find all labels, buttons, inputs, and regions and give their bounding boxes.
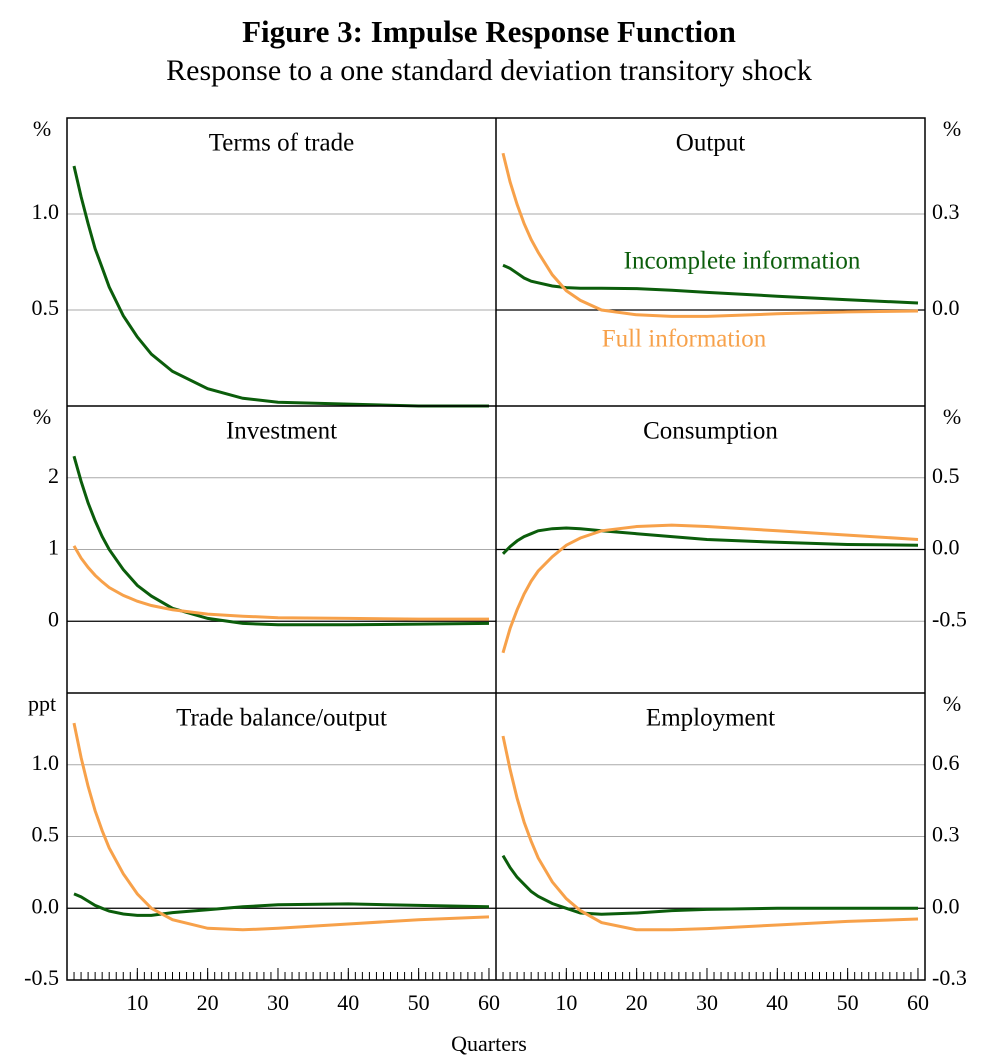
series-line [501, 854, 918, 916]
y-tick-label: 1.0 [32, 750, 60, 775]
unit-label: % [943, 116, 961, 141]
y-tick-label: 0.5 [32, 295, 60, 320]
series-line [72, 722, 490, 932]
x-axis-label: Quarters [451, 1031, 527, 1056]
y-tick-label: 0.0 [932, 535, 960, 560]
y-tick-label: 0.6 [932, 750, 960, 775]
unit-label: % [33, 404, 51, 429]
series-line [501, 735, 919, 932]
y-tick-label: 0.3 [932, 822, 960, 847]
x-tick-label: 20 [626, 990, 648, 1015]
panel-title: Employment [646, 705, 775, 732]
y-tick-label: 0.5 [932, 463, 960, 488]
unit-label: % [33, 116, 51, 141]
x-tick-label: 50 [837, 990, 859, 1015]
series-line [72, 545, 489, 621]
panel-title: Investment [226, 418, 337, 445]
x-tick-label: 40 [766, 990, 788, 1015]
series-label: Incomplete information [624, 248, 861, 275]
y-tick-label: -0.5 [932, 606, 967, 631]
series-line [73, 892, 490, 917]
x-tick-label: 10 [555, 990, 577, 1015]
x-tick-label: 30 [267, 990, 289, 1015]
panel-title: Trade balance/output [176, 705, 387, 732]
series-line [501, 152, 919, 318]
y-tick-label: 0 [48, 606, 59, 631]
panel-title: Output [676, 130, 746, 157]
x-tick-label: 60 [907, 990, 929, 1015]
panel-title: Consumption [643, 418, 778, 445]
x-tick-label: 30 [696, 990, 718, 1015]
panel-title: Terms of trade [209, 130, 354, 157]
y-tick-label: 0.5 [32, 822, 60, 847]
x-tick-label: 60 [478, 990, 500, 1015]
series-line [72, 455, 490, 627]
y-tick-label: -0.5 [24, 965, 59, 990]
x-tick-label: 40 [337, 990, 359, 1015]
series-label: Full information [602, 326, 767, 353]
y-tick-label: -0.3 [932, 965, 967, 990]
series-line [501, 523, 919, 654]
y-tick-label: 1 [48, 535, 59, 560]
y-tick-label: 0.0 [932, 893, 960, 918]
y-tick-label: 0.3 [932, 199, 960, 224]
figure-subtitle: Response to a one standard deviation tra… [166, 54, 812, 87]
series-line [502, 263, 919, 305]
figure-title: Figure 3: Impulse Response Function [242, 14, 736, 49]
y-tick-label: 2 [48, 463, 59, 488]
y-tick-label: 1.0 [32, 199, 60, 224]
x-tick-label: 50 [408, 990, 430, 1015]
series-line [72, 165, 489, 408]
unit-label: ppt [28, 691, 56, 716]
y-tick-label: 0.0 [932, 295, 960, 320]
y-tick-label: 0.0 [32, 893, 60, 918]
x-tick-label: 10 [126, 990, 148, 1015]
unit-label: % [943, 691, 961, 716]
unit-label: % [943, 404, 961, 429]
x-tick-label: 20 [197, 990, 219, 1015]
series-line [501, 526, 919, 555]
